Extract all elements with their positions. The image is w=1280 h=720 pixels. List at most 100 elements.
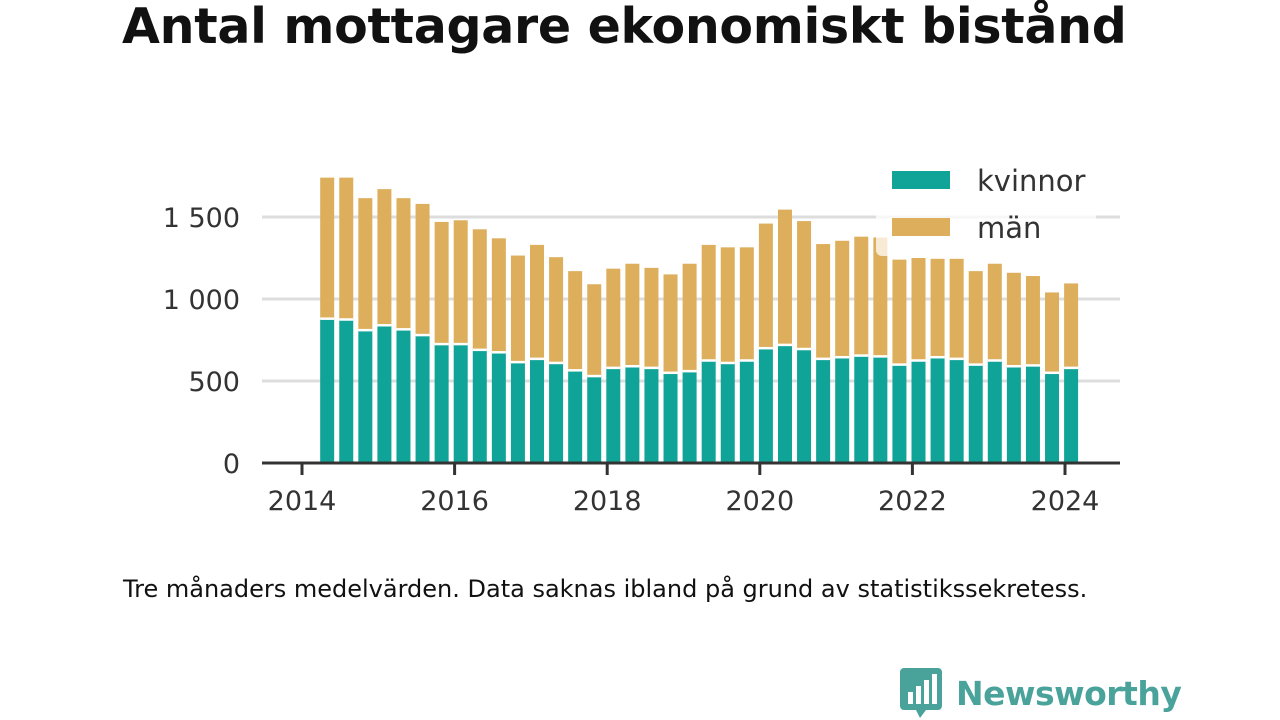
bar-kvinnor (873, 356, 888, 463)
bar-kvinnor (510, 362, 525, 463)
bar-kvinnor (396, 329, 411, 463)
bar-kvinnor (949, 358, 964, 463)
bar-kvinnor (339, 319, 354, 463)
bar-kvinnor (1025, 365, 1040, 463)
legend-swatch-kvinnor (892, 171, 950, 189)
bar-kvinnor (701, 360, 716, 463)
bar-kvinnor (854, 355, 869, 463)
bar-kvinnor (625, 366, 640, 463)
y-tick-label: 1 500 (163, 203, 240, 234)
bar-man (339, 177, 354, 320)
bar-man (873, 237, 888, 357)
x-tick-label: 2016 (420, 486, 489, 517)
bar-man (396, 198, 411, 330)
bar-man (663, 274, 678, 373)
bar-man (606, 268, 621, 368)
bar-man (320, 177, 335, 319)
legend: kvinnor män (876, 158, 1096, 256)
legend-label-kvinnor: kvinnor (977, 164, 1086, 198)
bar-man (644, 267, 659, 368)
bar-kvinnor (892, 364, 907, 463)
stacked-bar-chart: 0 500 1 000 1 500 2014 2016 2018 2020 2022 2024 k… (162, 158, 1120, 517)
bar-kvinnor (777, 344, 792, 463)
chart-footnote: Tre månaders medelvärden. Data saknas ib… (123, 575, 1088, 603)
bar-kvinnor (472, 349, 487, 463)
bar-man (949, 258, 964, 359)
bar-kvinnor (453, 344, 468, 463)
bar-man (530, 244, 545, 359)
bar-kvinnor (606, 367, 621, 463)
bar-man (415, 203, 430, 336)
bar-man (1045, 292, 1060, 373)
x-tick-label: 2018 (573, 486, 642, 517)
bar-man (930, 258, 945, 358)
bar-man (1006, 272, 1021, 367)
bar-kvinnor (568, 370, 583, 463)
bar-man (625, 263, 640, 367)
x-tick-label: 2014 (268, 486, 337, 517)
bar-kvinnor (530, 358, 545, 463)
bar-man (758, 223, 773, 349)
bar-man (854, 236, 869, 356)
bar-man (472, 229, 487, 350)
bar-man (797, 221, 812, 350)
bar-kvinnor (682, 371, 697, 463)
legend-swatch-man (892, 218, 950, 236)
bar-man (1064, 283, 1079, 368)
bar-series (320, 177, 1079, 463)
y-tick-label: 0 (223, 449, 240, 480)
bar-kvinnor (663, 372, 678, 463)
bar-kvinnor (835, 357, 850, 463)
bar-kvinnor (587, 376, 602, 463)
bar-kvinnor (930, 357, 945, 463)
bar-man (587, 284, 602, 377)
bar-kvinnor (320, 318, 335, 463)
bar-kvinnor (491, 352, 506, 463)
y-tick-label: 1 000 (163, 285, 240, 316)
bar-man (453, 220, 468, 345)
bar-kvinnor (377, 325, 392, 463)
bar-man (739, 247, 754, 361)
bar-kvinnor (415, 335, 430, 463)
logo-text: Newsworthy (956, 673, 1182, 713)
x-tick-label: 2022 (878, 486, 947, 517)
x-tick-label: 2020 (725, 486, 794, 517)
bar-man (568, 271, 583, 371)
bar-man (434, 221, 449, 345)
y-tick-label: 500 (188, 367, 240, 398)
bar-man (720, 247, 735, 363)
bar-kvinnor (968, 364, 983, 463)
newsworthy-logo: Newsworthy (900, 668, 1182, 718)
bar-kvinnor (816, 358, 831, 463)
bar-man (987, 263, 1002, 361)
bar-kvinnor (1006, 366, 1021, 463)
bar-kvinnor (911, 360, 926, 463)
legend-label-man: män (977, 211, 1041, 245)
bar-man (491, 238, 506, 353)
bar-man (510, 255, 525, 363)
bar-kvinnor (797, 349, 812, 463)
bar-kvinnor (758, 348, 773, 463)
bar-man (1025, 276, 1040, 366)
bar-man (968, 271, 983, 365)
bar-kvinnor (720, 362, 735, 463)
bar-kvinnor (1045, 372, 1060, 463)
chart-title: Antal mottagare ekonomiskt bistånd (122, 0, 1127, 55)
bar-kvinnor (434, 344, 449, 463)
bar-man (682, 263, 697, 372)
axes: 0 500 1 000 1 500 2014 2016 2018 2020 2022 2024 (163, 203, 1120, 517)
bar-man (358, 198, 373, 331)
bar-kvinnor (739, 360, 754, 463)
bar-kvinnor (549, 362, 564, 463)
bar-man (835, 240, 850, 358)
bar-man (816, 244, 831, 359)
bar-man (549, 257, 564, 363)
x-tick-label: 2024 (1031, 486, 1100, 517)
bar-man (892, 259, 907, 365)
bar-chart-bubble-icon (900, 668, 942, 718)
bar-man (777, 209, 792, 345)
bar-kvinnor (1064, 367, 1079, 463)
bar-man (701, 244, 716, 361)
bar-man (377, 189, 392, 326)
bar-kvinnor (644, 367, 659, 463)
